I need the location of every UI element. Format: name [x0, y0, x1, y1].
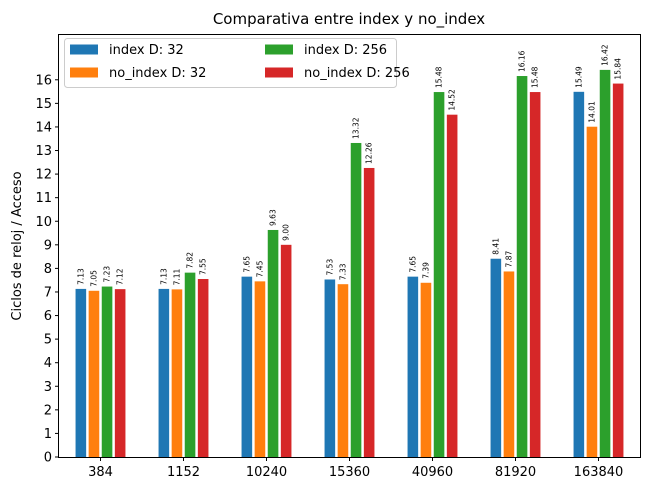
- bar: [171, 289, 183, 457]
- y-tick-label: 16: [35, 73, 52, 88]
- bar: [503, 271, 515, 457]
- bar: [612, 83, 624, 457]
- bar: [114, 289, 126, 457]
- data-label: 7.23: [103, 266, 112, 283]
- legend-box: [64, 38, 397, 88]
- data-label: 14.01: [587, 101, 596, 123]
- data-label: 7.65: [242, 256, 251, 273]
- chart-title: Comparativa entre index y no_index: [213, 10, 485, 29]
- legend-swatch: [265, 67, 293, 78]
- data-label: 15.84: [614, 58, 623, 80]
- data-label: 7.33: [338, 263, 347, 280]
- bar: [490, 258, 502, 457]
- legend-swatch: [265, 44, 293, 55]
- y-tick-label: 4: [44, 356, 52, 371]
- bar: [254, 281, 266, 457]
- x-tick-label: 10240: [246, 465, 287, 480]
- y-tick-label: 5: [44, 333, 52, 348]
- data-label: 7.11: [172, 268, 181, 285]
- data-label: 7.87: [504, 251, 513, 268]
- y-tick-label: 11: [35, 191, 52, 206]
- data-labels-group: 7.13 7.05 7.23 7.12 7.13 7.11 7.82 7.55 7.65 7.45…: [76, 44, 622, 287]
- y-tick-label: 7: [44, 285, 52, 300]
- x-tick-label: 81920: [495, 465, 536, 480]
- bar: [88, 290, 100, 457]
- data-label: 7.13: [159, 268, 168, 285]
- data-label: 7.82: [186, 252, 195, 269]
- y-tick-label: 9: [44, 238, 52, 253]
- plot-frame: [58, 34, 641, 458]
- bar: [324, 279, 336, 457]
- data-label: 7.39: [421, 262, 430, 279]
- y-tick-label: 6: [44, 309, 52, 324]
- y-axis-label: Ciclos de reloj / Acceso: [10, 171, 25, 320]
- bar: [599, 69, 611, 457]
- bar: [446, 114, 458, 458]
- bar: [573, 91, 585, 457]
- bar: [158, 288, 170, 457]
- bar: [101, 286, 113, 457]
- x-tick-label: 1152: [167, 465, 200, 480]
- bar: [407, 276, 419, 457]
- legend-label: no_index D: 256: [304, 66, 410, 81]
- data-label: 16.42: [601, 44, 610, 66]
- bar: [516, 76, 528, 458]
- y-tick-label: 14: [35, 120, 52, 135]
- data-label: 15.48: [531, 66, 540, 88]
- bar: [184, 272, 196, 457]
- bar: [586, 126, 598, 458]
- y-tick-label: 2: [44, 403, 52, 418]
- bar: [75, 288, 87, 457]
- x-tick-label: 384: [88, 465, 113, 480]
- bar: [350, 142, 362, 458]
- legend-label: no_index D: 32: [109, 66, 206, 81]
- data-label: 14.52: [448, 89, 457, 111]
- data-label: 12.26: [365, 142, 374, 164]
- data-label: 16.16: [518, 50, 527, 72]
- data-label: 8.41: [491, 238, 500, 255]
- bar: [241, 276, 253, 457]
- data-label: 7.55: [199, 258, 208, 275]
- data-label: 7.53: [325, 259, 334, 276]
- x-tick-label: 163840: [574, 465, 624, 480]
- bar: [529, 92, 541, 458]
- bar: [280, 244, 292, 457]
- x-axis-ticks: 384 1152 10240 15360 40960 81920 163840: [88, 457, 623, 480]
- bar: [420, 282, 432, 457]
- data-label: 9.63: [269, 209, 278, 226]
- data-label: 7.65: [408, 256, 417, 273]
- legend: index D: 32 no_index D: 32 index D: 256 no_…: [64, 38, 410, 88]
- bars-group: [75, 69, 624, 458]
- x-tick-label: 40960: [412, 465, 453, 480]
- bar: [267, 229, 279, 457]
- bar: [363, 167, 375, 457]
- y-tick-label: 3: [44, 380, 52, 395]
- y-tick-label: 13: [35, 144, 52, 159]
- legend-label: index D: 256: [304, 43, 387, 58]
- data-label: 15.49: [574, 66, 583, 88]
- data-label: 15.48: [435, 66, 444, 88]
- data-label: 13.32: [352, 117, 361, 139]
- y-tick-label: 15: [35, 97, 52, 112]
- data-label: 7.13: [76, 268, 85, 285]
- data-label: 9.00: [282, 224, 291, 241]
- y-tick-label: 8: [44, 262, 52, 277]
- bar: [433, 92, 445, 458]
- data-label: 7.45: [255, 260, 264, 277]
- legend-swatch: [70, 44, 98, 55]
- y-tick-label: 12: [35, 168, 52, 183]
- legend-swatch: [70, 67, 98, 78]
- bar: [197, 279, 209, 457]
- y-tick-label: 1: [44, 427, 52, 442]
- data-label: 7.12: [116, 268, 125, 285]
- bar: [337, 284, 349, 457]
- y-tick-label: 0: [44, 451, 52, 466]
- legend-label: index D: 32: [109, 43, 184, 58]
- data-label: 7.05: [89, 270, 98, 287]
- y-tick-label: 10: [35, 215, 52, 230]
- x-tick-label: 15360: [329, 465, 370, 480]
